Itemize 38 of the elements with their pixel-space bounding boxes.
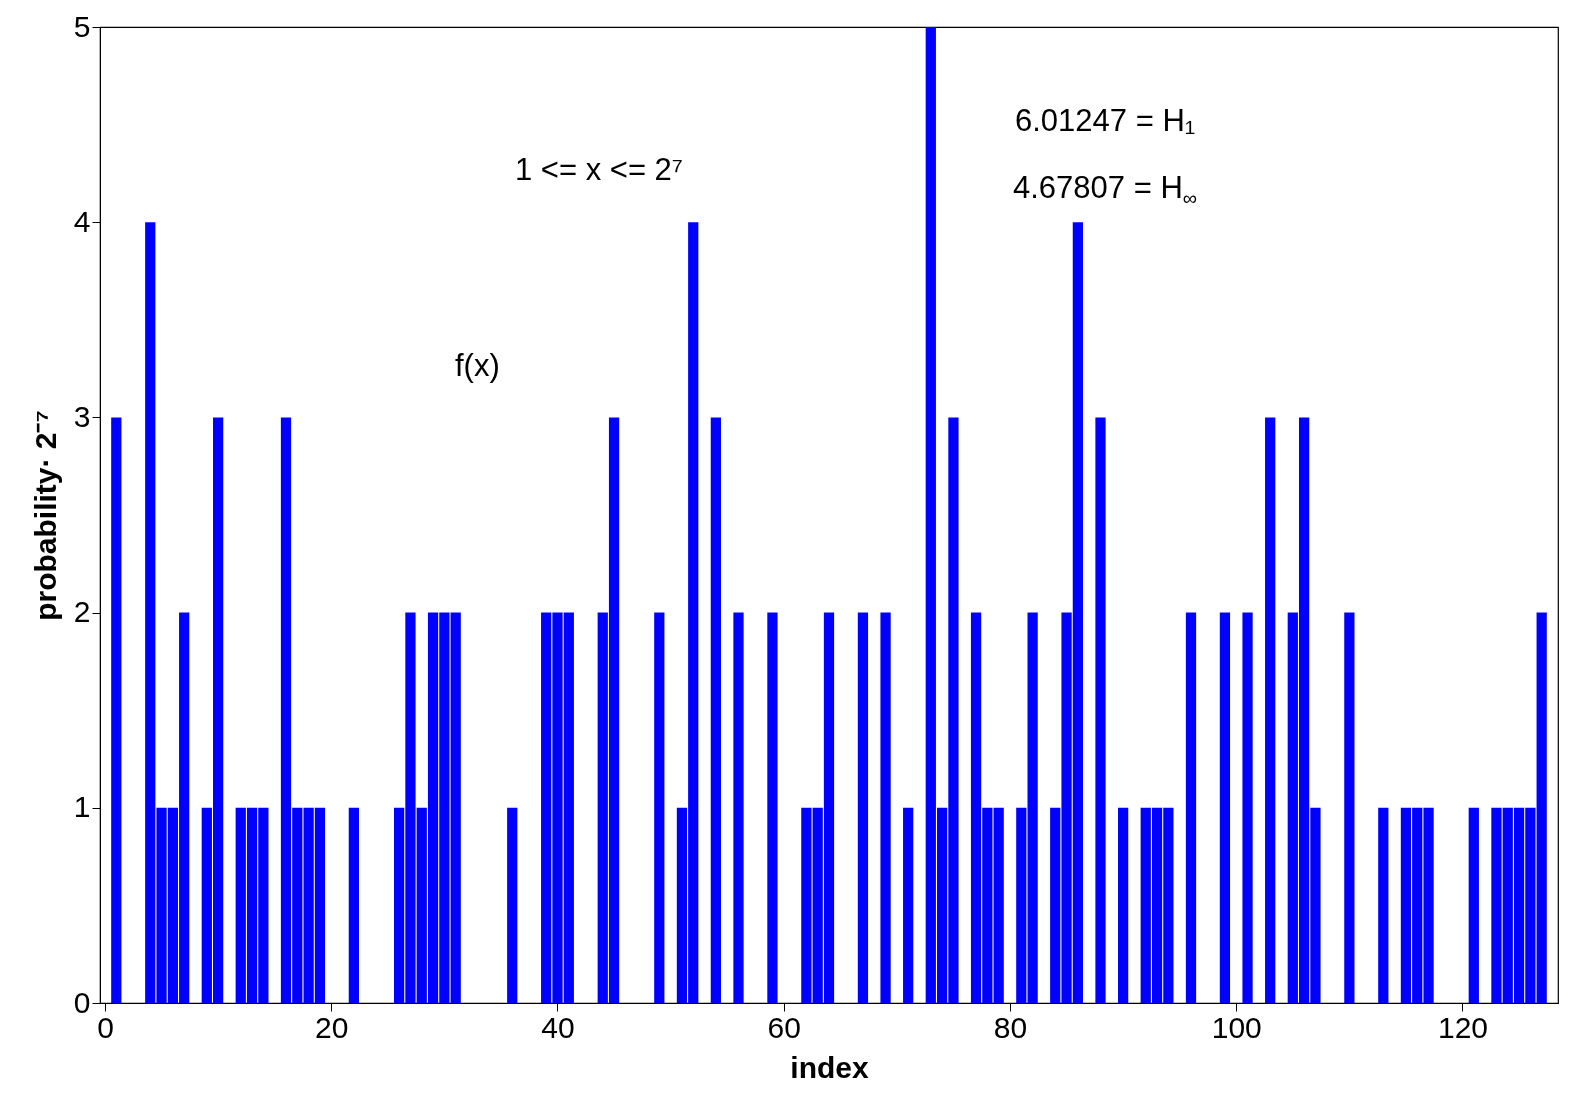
bar <box>111 417 122 1003</box>
x-tick-label: 40 <box>541 1010 575 1044</box>
bar <box>1378 807 1389 1003</box>
annotation: 1 <= x <= 2⁷ <box>515 152 684 188</box>
bar <box>880 612 891 1003</box>
y-tick-label: 4 <box>73 204 91 238</box>
bar <box>733 612 744 1003</box>
bar <box>1219 612 1231 1003</box>
x-tick-label: 80 <box>993 1010 1028 1044</box>
y-tick-label: 3 <box>73 399 91 433</box>
bar <box>507 807 518 1003</box>
bar <box>1265 417 1276 1003</box>
x-tick-label: 20 <box>315 1010 349 1044</box>
y-tick-label: 0 <box>73 985 91 1019</box>
bar <box>654 612 665 1003</box>
y-tick-label: 1 <box>73 790 91 824</box>
x-tick-label: 100 <box>1211 1010 1262 1044</box>
bar <box>903 807 914 1003</box>
y-axis-title: probability· 2⁻⁷ <box>28 410 62 621</box>
bar <box>1242 612 1253 1003</box>
annotation: f(x) <box>455 348 500 384</box>
annotation: 4.67807 = H$_{∞}$ <box>1013 170 1198 211</box>
bar <box>767 612 778 1003</box>
x-tick-label: 0 <box>97 1010 114 1044</box>
bar <box>1344 612 1355 1003</box>
x-tick-label: 60 <box>767 1010 801 1044</box>
annotation: 6.01247 = H₁ <box>1015 103 1196 139</box>
y-tick-label: 2 <box>73 595 91 629</box>
x-tick-label: 120 <box>1437 1010 1489 1044</box>
bar <box>1468 807 1479 1003</box>
y-tick-label: 5 <box>73 9 91 43</box>
bar <box>1118 807 1129 1003</box>
bar <box>857 612 869 1003</box>
x-axis-title: index <box>790 1050 869 1084</box>
bar <box>1185 612 1197 1003</box>
bar <box>1095 417 1106 1003</box>
bar <box>710 417 721 1003</box>
bar <box>348 807 359 1003</box>
